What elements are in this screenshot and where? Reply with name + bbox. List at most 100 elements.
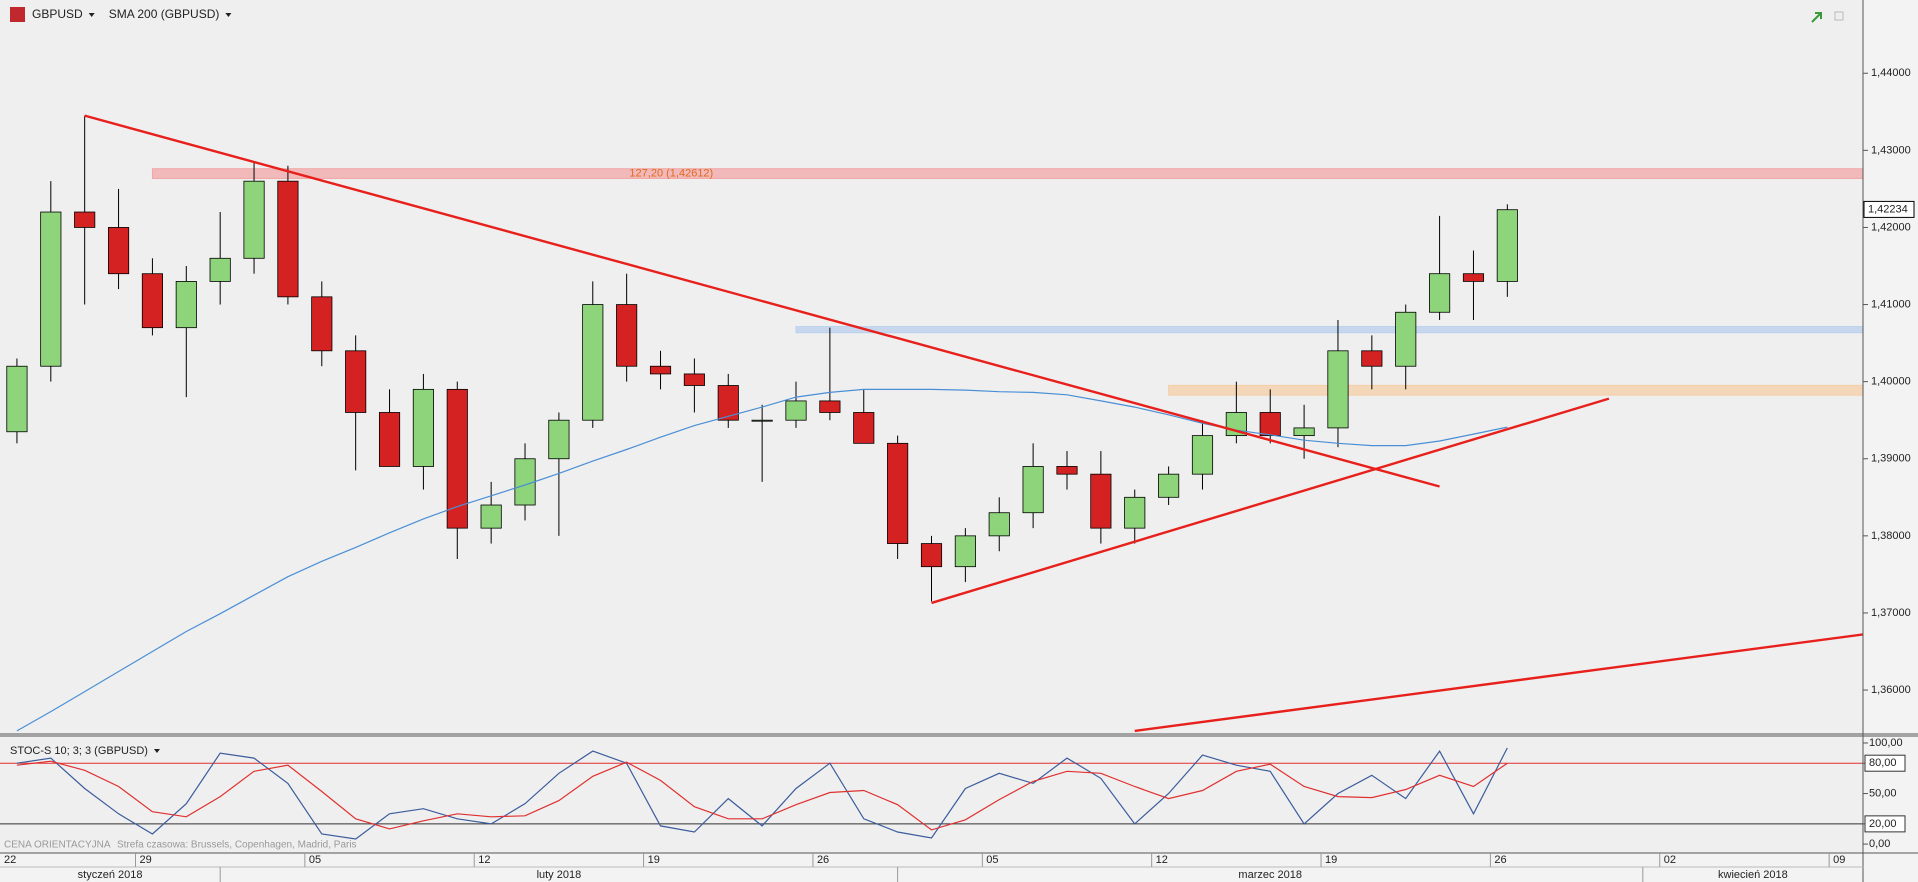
trend-line — [931, 397, 1610, 605]
candle-body — [74, 211, 96, 228]
candle-body — [243, 180, 265, 259]
y-tick-label: 1,40000 — [1871, 376, 1911, 388]
main-panel: 127,20 (1,42612) — [6, 114, 1863, 733]
tool-icon[interactable] — [1811, 12, 1822, 23]
sma-line — [16, 388, 1508, 732]
candle-body — [887, 442, 909, 544]
level-label-box — [1864, 815, 1906, 833]
y-tick-label: 1,44000 — [1871, 67, 1911, 79]
footer-note: CENA ORIENTACYJNA — [4, 840, 111, 851]
y-tick-label: 80,00 — [1869, 757, 1897, 769]
y-tick-label: 50,00 — [1869, 787, 1897, 799]
trend-line — [1134, 633, 1863, 733]
candle-body — [785, 400, 807, 421]
candle-body — [446, 388, 468, 529]
x-tick-label: 12 — [1156, 854, 1168, 866]
legend-dropdown[interactable] — [225, 13, 232, 17]
window-icon[interactable] — [1834, 11, 1844, 21]
candle-body — [1327, 350, 1349, 429]
candle-body — [1361, 350, 1383, 367]
candle-body — [1259, 412, 1281, 437]
symbol-icon[interactable] — [10, 7, 25, 22]
candle-body — [548, 419, 570, 460]
y-tick-label: 1,38000 — [1871, 530, 1911, 542]
candle-body — [582, 304, 604, 421]
x-tick-label: 19 — [648, 854, 660, 866]
last-price-label: 1,42234 — [1868, 203, 1908, 215]
x-tick-label: 26 — [1494, 854, 1506, 866]
zone — [1168, 384, 1863, 396]
candle-body — [378, 412, 401, 467]
candle-body — [717, 385, 739, 421]
legend-entry[interactable]: GBPUSD — [32, 7, 83, 21]
candle-body — [1191, 435, 1214, 475]
x-tick-label: 26 — [817, 854, 829, 866]
x-tick-label: 29 — [139, 854, 151, 866]
zone — [795, 326, 1863, 334]
stoch-line — [16, 747, 1508, 840]
legend-entry[interactable]: SMA 200 (GBPUSD) — [109, 7, 220, 21]
candle-body — [175, 281, 197, 329]
y-tick-label: 1,36000 — [1871, 684, 1911, 696]
candle-body — [954, 535, 976, 568]
x-tick-label: 02 — [1664, 854, 1676, 866]
month-label: marzec 2018 — [1238, 869, 1302, 881]
level-label-box — [1864, 754, 1906, 772]
candle-body — [649, 365, 672, 375]
candle-body — [853, 412, 875, 444]
candle-body — [209, 257, 231, 282]
candle-body — [1056, 466, 1078, 475]
x-tick-label: 05 — [309, 854, 321, 866]
y-tick-label: 1,41000 — [1871, 298, 1911, 310]
candle-body — [1293, 427, 1315, 437]
y-tick-label: 1,42000 — [1871, 221, 1911, 233]
candle-body — [1124, 496, 1146, 529]
price-axis-bg — [1863, 0, 1918, 882]
y-tick-label: 20,00 — [1869, 818, 1897, 830]
candle-body — [1496, 209, 1518, 282]
footer-note: Strefa czasowa: Brussels, Copenhagen, Ma… — [117, 840, 357, 851]
y-tick-label: 100,00 — [1869, 737, 1903, 749]
legend-dropdown[interactable] — [153, 749, 160, 753]
candle-body — [1022, 466, 1044, 514]
month-label: kwiecień 2018 — [1718, 869, 1788, 881]
candle-body — [345, 350, 367, 413]
candle-body — [6, 365, 28, 433]
stoch-panel — [0, 747, 1863, 840]
y-tick-label: 1,43000 — [1871, 144, 1911, 156]
candle-body — [480, 504, 502, 529]
candle-body — [683, 373, 705, 386]
candle-body — [1395, 311, 1417, 367]
candle-body — [819, 400, 841, 413]
candle-body — [141, 273, 163, 329]
candle-body — [277, 180, 299, 298]
y-tick-label: 0,00 — [1869, 838, 1890, 850]
candle-body — [40, 211, 62, 367]
candle-body — [988, 512, 1010, 537]
candle-body — [107, 227, 130, 275]
y-tick-label: 1,39000 — [1871, 453, 1911, 465]
candle-body — [1429, 273, 1451, 313]
y-tick-label: 1,37000 — [1871, 607, 1911, 619]
last-price-box — [1863, 200, 1915, 218]
trend-line — [84, 114, 1440, 488]
candle-body — [1090, 473, 1112, 529]
x-tick-label: 19 — [1325, 854, 1337, 866]
candle-body — [751, 419, 773, 422]
x-tick-label: 09 — [1833, 854, 1845, 866]
x-tick-label: 12 — [478, 854, 490, 866]
stoch-line — [16, 760, 1508, 831]
candle-body — [616, 304, 638, 367]
candle-body — [1158, 473, 1180, 498]
stoch-title[interactable]: STOC-S 10; 3; 3 (GBPUSD) — [10, 745, 148, 757]
month-label: styczeń 2018 — [78, 869, 143, 881]
zone-label: 127,20 (1,42612) — [629, 167, 713, 179]
legend-dropdown[interactable] — [88, 13, 95, 17]
month-label: luty 2018 — [537, 869, 582, 881]
candle-body — [412, 388, 434, 467]
candle-body — [514, 458, 536, 506]
candle-body — [311, 296, 333, 352]
